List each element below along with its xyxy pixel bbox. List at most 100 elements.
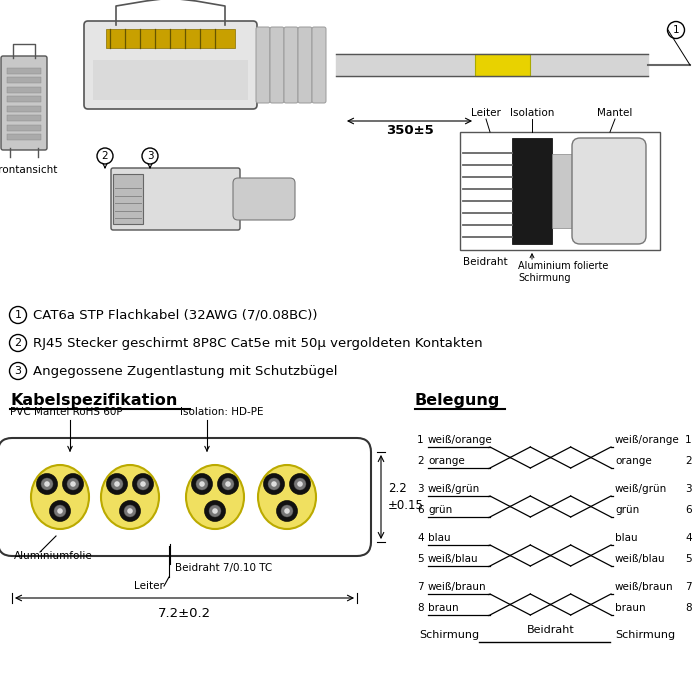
- Text: 7: 7: [417, 582, 424, 592]
- Circle shape: [263, 473, 284, 495]
- Text: Angegossene Zugentlastung mit Schutzbügel: Angegossene Zugentlastung mit Schutzbüge…: [33, 364, 337, 377]
- FancyBboxPatch shape: [1, 56, 47, 150]
- Text: orange: orange: [615, 456, 652, 466]
- Text: PVC Mantel RoHS 60P: PVC Mantel RoHS 60P: [10, 407, 122, 417]
- Text: RJ45 Stecker geschirmt 8P8C Cat5e mit 50μ vergoldeten Kontakten: RJ45 Stecker geschirmt 8P8C Cat5e mit 50…: [33, 336, 482, 349]
- Bar: [7, 96, 41, 102]
- Circle shape: [196, 478, 208, 490]
- Text: weiß/braun: weiß/braun: [428, 582, 486, 592]
- FancyBboxPatch shape: [233, 178, 295, 220]
- Circle shape: [57, 508, 63, 514]
- Circle shape: [199, 481, 205, 487]
- Circle shape: [70, 481, 76, 487]
- Text: 6: 6: [417, 505, 424, 515]
- FancyBboxPatch shape: [0, 438, 371, 556]
- Text: orange: orange: [428, 456, 465, 466]
- Ellipse shape: [101, 465, 159, 529]
- Text: weiß/braun: weiß/braun: [615, 582, 673, 592]
- Circle shape: [271, 481, 277, 487]
- Text: 6: 6: [685, 505, 692, 515]
- Circle shape: [204, 501, 225, 521]
- Text: 3: 3: [147, 151, 153, 161]
- FancyBboxPatch shape: [256, 27, 270, 103]
- Circle shape: [284, 508, 290, 514]
- Text: weiß/grün: weiß/grün: [615, 484, 667, 494]
- Circle shape: [44, 481, 50, 487]
- Text: weiß/orange: weiß/orange: [428, 435, 493, 445]
- Text: Isolation: Isolation: [510, 108, 554, 118]
- Text: 3: 3: [417, 484, 424, 494]
- Bar: [113, 174, 143, 224]
- Ellipse shape: [258, 465, 316, 529]
- Circle shape: [137, 478, 149, 490]
- Text: 2: 2: [685, 456, 692, 466]
- Bar: [552, 154, 580, 228]
- Text: 8: 8: [417, 603, 424, 613]
- Text: 1: 1: [417, 435, 424, 445]
- Bar: [460, 132, 660, 250]
- Bar: [7, 86, 41, 92]
- Bar: [93, 60, 248, 100]
- Bar: [512, 138, 552, 244]
- Text: braun: braun: [428, 603, 458, 613]
- Text: 4: 4: [685, 533, 692, 543]
- Text: 1: 1: [673, 25, 679, 35]
- Text: weiß/blau: weiß/blau: [615, 554, 666, 564]
- Text: 4: 4: [417, 533, 424, 543]
- Bar: [7, 125, 41, 131]
- Text: Beidraht: Beidraht: [526, 625, 575, 635]
- Text: 7: 7: [685, 582, 692, 592]
- Bar: [7, 115, 41, 121]
- Text: 3: 3: [685, 484, 692, 494]
- Text: weiß/orange: weiß/orange: [615, 435, 680, 445]
- FancyBboxPatch shape: [270, 27, 284, 103]
- Circle shape: [111, 478, 123, 490]
- Circle shape: [281, 505, 293, 517]
- Circle shape: [124, 505, 136, 517]
- Circle shape: [54, 505, 66, 517]
- Circle shape: [222, 478, 234, 490]
- Text: Isolation: HD-PE: Isolation: HD-PE: [180, 407, 263, 417]
- Text: 5: 5: [417, 554, 424, 564]
- Circle shape: [290, 473, 311, 495]
- FancyBboxPatch shape: [572, 138, 646, 244]
- Ellipse shape: [31, 465, 89, 529]
- Text: 1: 1: [15, 310, 22, 320]
- Text: 2: 2: [102, 151, 108, 161]
- Circle shape: [132, 473, 153, 495]
- Circle shape: [127, 508, 133, 514]
- Circle shape: [268, 478, 280, 490]
- Text: grün: grün: [615, 505, 639, 515]
- Bar: [7, 68, 41, 73]
- Text: Beidraht: Beidraht: [463, 257, 508, 267]
- Bar: [106, 29, 235, 48]
- Circle shape: [298, 481, 303, 487]
- Text: Leiter: Leiter: [471, 108, 501, 118]
- Text: 1: 1: [685, 435, 692, 445]
- Text: Aluminium folierte
Schirmung: Aluminium folierte Schirmung: [518, 261, 608, 283]
- Text: 8: 8: [685, 603, 692, 613]
- FancyBboxPatch shape: [111, 168, 240, 230]
- FancyBboxPatch shape: [84, 21, 257, 109]
- Circle shape: [225, 481, 231, 487]
- Bar: [7, 134, 41, 140]
- Bar: [7, 105, 41, 112]
- Text: CAT6a STP Flachkabel (32AWG (7/0.08BC)): CAT6a STP Flachkabel (32AWG (7/0.08BC)): [33, 308, 318, 321]
- Bar: [475, 54, 530, 76]
- Text: Beidraht 7/0.10 TC: Beidraht 7/0.10 TC: [175, 563, 272, 573]
- Ellipse shape: [186, 465, 244, 529]
- Text: 5: 5: [685, 554, 692, 564]
- Circle shape: [209, 505, 221, 517]
- Circle shape: [106, 473, 127, 495]
- Bar: [7, 77, 41, 83]
- Text: Frontansicht: Frontansicht: [0, 165, 57, 175]
- Text: 2.2
±0.15: 2.2 ±0.15: [388, 482, 424, 512]
- Text: weiß/blau: weiß/blau: [428, 554, 479, 564]
- Text: braun: braun: [615, 603, 645, 613]
- Text: grün: grün: [428, 505, 452, 515]
- FancyBboxPatch shape: [312, 27, 326, 103]
- Text: 3: 3: [15, 366, 22, 376]
- Circle shape: [294, 478, 306, 490]
- FancyBboxPatch shape: [298, 27, 312, 103]
- Text: Belegung: Belegung: [415, 393, 500, 408]
